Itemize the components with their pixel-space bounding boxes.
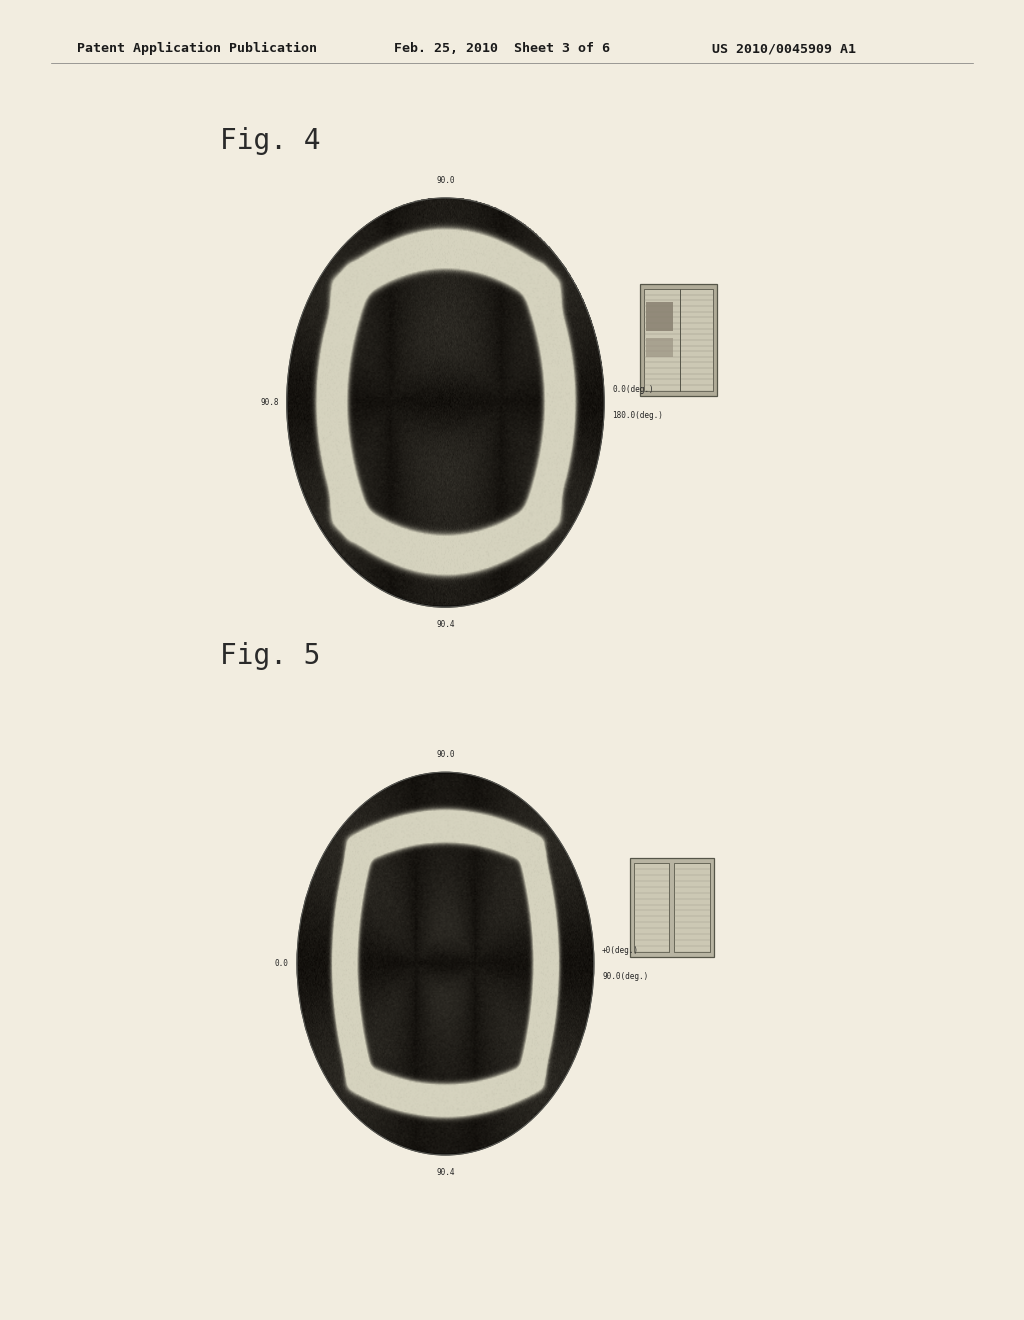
Text: +0(deg.): +0(deg.) — [602, 946, 639, 954]
Bar — [644, 289, 713, 391]
Text: 0.0(deg.): 0.0(deg.) — [612, 385, 654, 393]
Text: 90.4: 90.4 — [436, 620, 455, 630]
Bar — [634, 863, 670, 952]
Text: 90.0: 90.0 — [436, 750, 455, 759]
Text: 90.0: 90.0 — [436, 176, 455, 185]
Bar — [640, 284, 717, 396]
Text: 90.0(deg.): 90.0(deg.) — [602, 973, 648, 981]
Text: 0.0: 0.0 — [274, 960, 289, 968]
Bar — [674, 863, 710, 952]
Text: US 2010/0045909 A1: US 2010/0045909 A1 — [712, 42, 856, 55]
Text: Patent Application Publication: Patent Application Publication — [77, 42, 316, 55]
Bar — [646, 338, 673, 356]
Text: Fig. 4: Fig. 4 — [220, 127, 321, 156]
Text: 90.4: 90.4 — [436, 1168, 455, 1177]
Circle shape — [297, 772, 594, 1155]
Bar — [646, 302, 673, 331]
Text: 90.8: 90.8 — [260, 399, 279, 407]
Text: 180.0(deg.): 180.0(deg.) — [612, 412, 664, 420]
Circle shape — [287, 198, 604, 607]
Bar — [630, 858, 714, 957]
Text: Feb. 25, 2010  Sheet 3 of 6: Feb. 25, 2010 Sheet 3 of 6 — [394, 42, 610, 55]
Text: Fig. 5: Fig. 5 — [220, 642, 321, 671]
